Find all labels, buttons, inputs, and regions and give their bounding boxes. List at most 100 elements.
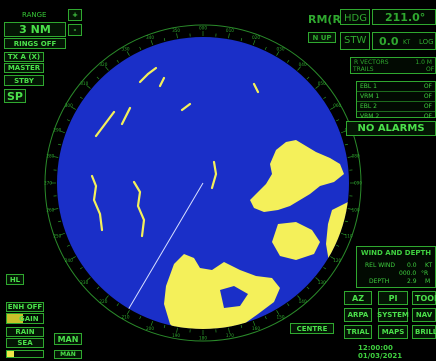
bearing-tick-label: 310 (80, 81, 88, 86)
bearing-tick (264, 316, 267, 320)
vrm1-label: VRM 1 (360, 93, 380, 100)
system-button[interactable]: SYSTEM (377, 308, 409, 322)
bearing-tick (347, 156, 353, 158)
land-echo-north (250, 140, 344, 212)
bearing-tick-label: 200 (146, 326, 154, 331)
bearing-tick-label: 340 (146, 35, 154, 40)
ebl-vrm-panel: EBL 1 OF VRM 1 OF EBL 2 OF VRM 2 OF (356, 81, 436, 121)
alarms-status[interactable]: NO ALARMS (346, 121, 436, 136)
bearing-tick-label: 250 (53, 234, 61, 239)
sea-manual-button[interactable]: MAN (54, 350, 82, 359)
bearing-tick (126, 310, 130, 315)
master-button[interactable]: MASTER (4, 63, 44, 73)
bearing-tick-label: 240 (65, 258, 73, 263)
sp-button[interactable]: SP (4, 89, 26, 103)
gain-label: GAIN (19, 315, 39, 323)
nav-button[interactable]: NAV (412, 308, 436, 322)
radar-ppi-display[interactable]: 0000100200300400500600700800901001101201… (44, 24, 362, 342)
land-echo-island (272, 222, 320, 260)
tools-button[interactable]: TOOLS (412, 291, 436, 305)
centre-button[interactable]: CENTRE (290, 323, 334, 334)
bearing-tick (86, 85, 91, 89)
wind-depth-title: WIND AND DEPTH (360, 249, 432, 257)
bearing-tick-label: 190 (172, 333, 180, 338)
bearing-tick-label: 260 (46, 207, 54, 212)
ebl1-row[interactable]: EBL 1 OF (357, 82, 435, 92)
enhance-button[interactable]: ENH OFF (6, 302, 44, 312)
maps-button[interactable]: MAPS (378, 325, 408, 339)
vectors-value[interactable]: 1.0 M (415, 58, 432, 66)
vectors-panel: R VECTORS 1.0 M (350, 57, 436, 74)
orientation-button[interactable]: N UP (308, 32, 336, 43)
bearing-tick (58, 220, 62, 223)
bearing-tick-label: 020 (252, 35, 260, 40)
ebl2-row[interactable]: EBL 2 OF (357, 102, 435, 112)
ebl1-value: OF (423, 83, 432, 90)
bearing-tick (79, 96, 83, 99)
bearing-tick (228, 327, 230, 333)
vrm2-row[interactable]: VRM 2 OF (357, 112, 435, 121)
rel-wind-label: REL WIND (365, 262, 396, 269)
range-value[interactable]: 3 NM (4, 22, 66, 37)
bearing-tick (323, 267, 327, 270)
bearing-scale: 0000100200300400500600700800901001101201… (44, 26, 362, 341)
bearing-tick (315, 85, 320, 89)
bearing-tick (126, 51, 130, 56)
bearing-tick-label: 090 (354, 181, 362, 186)
bearing-tick (287, 303, 290, 307)
datetime-display: 12:00:00 01/03/2021 (358, 344, 403, 360)
depth-value: 2.9 (407, 278, 417, 285)
trails-value[interactable]: OF (426, 66, 435, 73)
bearing-tick (71, 106, 76, 110)
bearing-tick (105, 295, 109, 300)
speed-source: LOG (419, 38, 434, 46)
ebl1-label: EBL 1 (360, 83, 377, 90)
bearing-tick-label: 290 (53, 127, 61, 132)
range-decrease-button[interactable]: - (68, 24, 82, 36)
bearing-tick (336, 119, 340, 122)
sea-control[interactable]: SEA (6, 338, 44, 348)
tx-button[interactable]: TX A (X) (4, 52, 44, 62)
motion-mode[interactable]: RM(R) (308, 13, 346, 26)
bearing-tick (240, 38, 243, 42)
standby-button[interactable]: STBY (4, 75, 44, 86)
bearing-tick (297, 66, 301, 71)
trial-button[interactable]: TRIAL (344, 325, 372, 339)
rel-wind-speed-unit: KT (425, 262, 433, 269)
pi-button[interactable]: PI (378, 291, 408, 305)
bearing-tick (60, 130, 65, 134)
rings-button[interactable]: RINGS OFF (4, 38, 66, 49)
arpa-button[interactable]: ARPA (344, 308, 372, 322)
sea-level-track[interactable] (6, 350, 44, 358)
bearing-tick-label: 160 (252, 326, 260, 331)
bearing-tick-label: 060 (333, 103, 341, 108)
bearing-tick (276, 310, 280, 315)
bearing-tick-label: 330 (122, 46, 130, 51)
rain-manual-button[interactable]: MAN (54, 333, 82, 345)
range-label: RANGE (22, 11, 47, 19)
bearing-tick (71, 256, 76, 260)
bearing-tick (344, 220, 348, 223)
rel-wind-speed: 0.0 (407, 262, 417, 269)
bearing-tick-label: 180 (199, 336, 207, 341)
az-button[interactable]: AZ (344, 291, 372, 305)
bearing-tick-label: 280 (46, 154, 54, 159)
vrm1-row[interactable]: VRM 1 OF (357, 92, 435, 102)
bearing-tick-label: 300 (65, 103, 73, 108)
rel-wind-direction-unit: °R (421, 270, 429, 277)
bearing-tick-label: 010 (226, 28, 234, 33)
brill-button[interactable]: BRILL (412, 325, 436, 339)
bearing-tick (287, 59, 290, 63)
bearing-tick-label: 110 (345, 234, 353, 239)
bearing-tick (252, 321, 256, 326)
bearing-tick (66, 244, 70, 247)
bearing-tick (341, 130, 346, 134)
bearing-tick (96, 286, 100, 290)
gain-control[interactable]: GAIN (6, 313, 44, 324)
bearing-tick-label: 270 (44, 181, 52, 186)
bearing-tick-label: 210 (122, 315, 130, 320)
range-increase-button[interactable]: + (68, 9, 82, 21)
bearing-tick (150, 321, 154, 326)
rain-control[interactable]: RAIN (6, 327, 44, 337)
hl-button[interactable]: HL (6, 274, 24, 285)
